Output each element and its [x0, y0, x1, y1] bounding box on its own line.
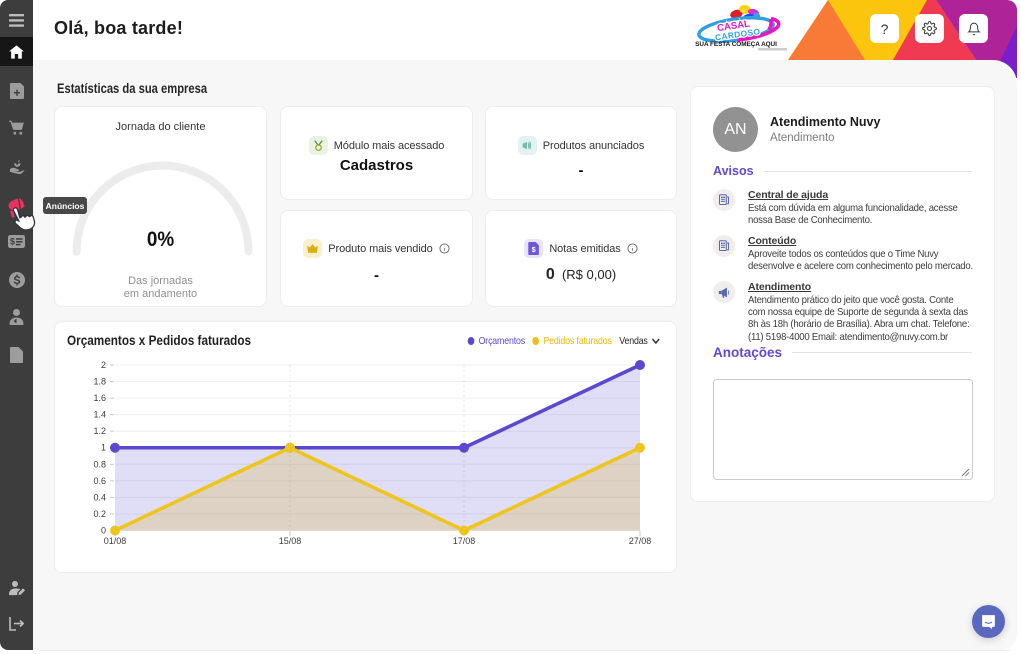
svg-text:17/08: 17/08 — [453, 536, 476, 546]
svg-text:$: $ — [531, 245, 535, 254]
svg-text:15/08: 15/08 — [279, 536, 302, 546]
svg-text:$: $ — [10, 236, 15, 246]
svg-text:2: 2 — [101, 360, 106, 370]
svg-text:0.6: 0.6 — [93, 476, 106, 486]
svg-text:1: 1 — [101, 443, 106, 453]
svg-text:1.4: 1.4 — [93, 410, 106, 420]
svg-text:1.2: 1.2 — [93, 426, 106, 436]
svg-text:0.4: 0.4 — [93, 492, 106, 502]
svg-text:1.6: 1.6 — [93, 393, 106, 403]
svg-text:0.8: 0.8 — [93, 459, 106, 469]
svg-text:0.2: 0.2 — [93, 509, 106, 519]
svg-text:1.8: 1.8 — [93, 377, 106, 387]
svg-text:SUA FESTA COMEÇA AQUI: SUA FESTA COMEÇA AQUI — [695, 41, 777, 48]
svg-text:0: 0 — [101, 526, 106, 536]
svg-text:01/08: 01/08 — [104, 536, 127, 546]
svg-text:27/08: 27/08 — [629, 536, 652, 546]
